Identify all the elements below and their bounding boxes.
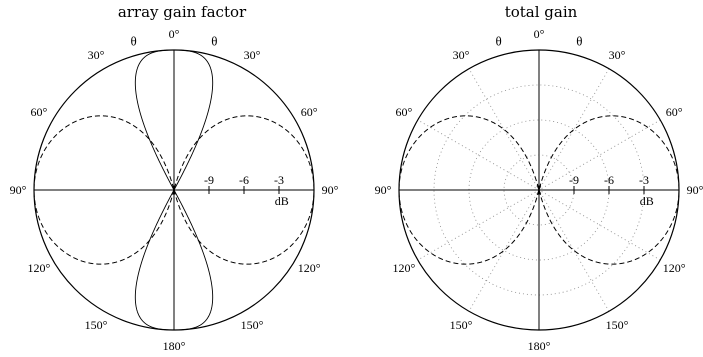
right-angle-label: 150° bbox=[606, 318, 629, 332]
left-angle-label: 30° bbox=[88, 48, 105, 62]
right-angle-label: 60° bbox=[395, 105, 412, 119]
chart-title-right: total gain bbox=[504, 3, 578, 21]
left-theta-symbol: θ bbox=[211, 33, 217, 48]
left-radial-label: -3 bbox=[274, 173, 284, 187]
left-theta-symbol: θ bbox=[130, 33, 136, 48]
right-radial-label: -3 bbox=[639, 173, 649, 187]
right-radial-label: -6 bbox=[604, 173, 614, 187]
right-angle-label: 150° bbox=[450, 318, 473, 332]
chart-title-left: array gain factor bbox=[117, 3, 247, 21]
left-angle-label: 30° bbox=[244, 48, 261, 62]
right-angle-label: 120° bbox=[392, 261, 415, 275]
left-angle-label: 150° bbox=[85, 318, 108, 332]
right-theta-symbol: θ bbox=[495, 33, 501, 48]
right-theta-symbol: θ bbox=[576, 33, 582, 48]
right-unit-label: dB bbox=[640, 194, 654, 208]
left-angle-label: 60° bbox=[301, 105, 318, 119]
right-angle-label: 30° bbox=[453, 48, 470, 62]
right-angle-label: 180° bbox=[528, 339, 551, 352]
left-angle-label: 120° bbox=[27, 261, 50, 275]
right-angle-label: 120° bbox=[663, 261, 686, 275]
left-angle-label: 60° bbox=[30, 105, 47, 119]
left-unit-label: dB bbox=[275, 194, 289, 208]
left-angle-label: 180° bbox=[163, 339, 186, 352]
left-radial-label: -6 bbox=[239, 173, 249, 187]
right-angle-label: 60° bbox=[666, 105, 683, 119]
right-radial-label: -9 bbox=[569, 173, 579, 187]
left-angle-label: 0° bbox=[169, 27, 180, 41]
left-series-solid bbox=[134, 49, 214, 331]
right-angle-label: 90° bbox=[687, 183, 703, 197]
right-angle-label: 90° bbox=[375, 183, 392, 197]
left-angle-label: 90° bbox=[10, 183, 27, 197]
left-angle-label: 90° bbox=[322, 183, 339, 197]
right-series-solid bbox=[537, 185, 541, 195]
left-angle-label: 120° bbox=[298, 261, 321, 275]
right-angle-label: 30° bbox=[609, 48, 626, 62]
left-radial-label: -9 bbox=[204, 173, 214, 187]
left-angle-label: 150° bbox=[241, 318, 264, 332]
right-angle-label: 0° bbox=[534, 27, 545, 41]
